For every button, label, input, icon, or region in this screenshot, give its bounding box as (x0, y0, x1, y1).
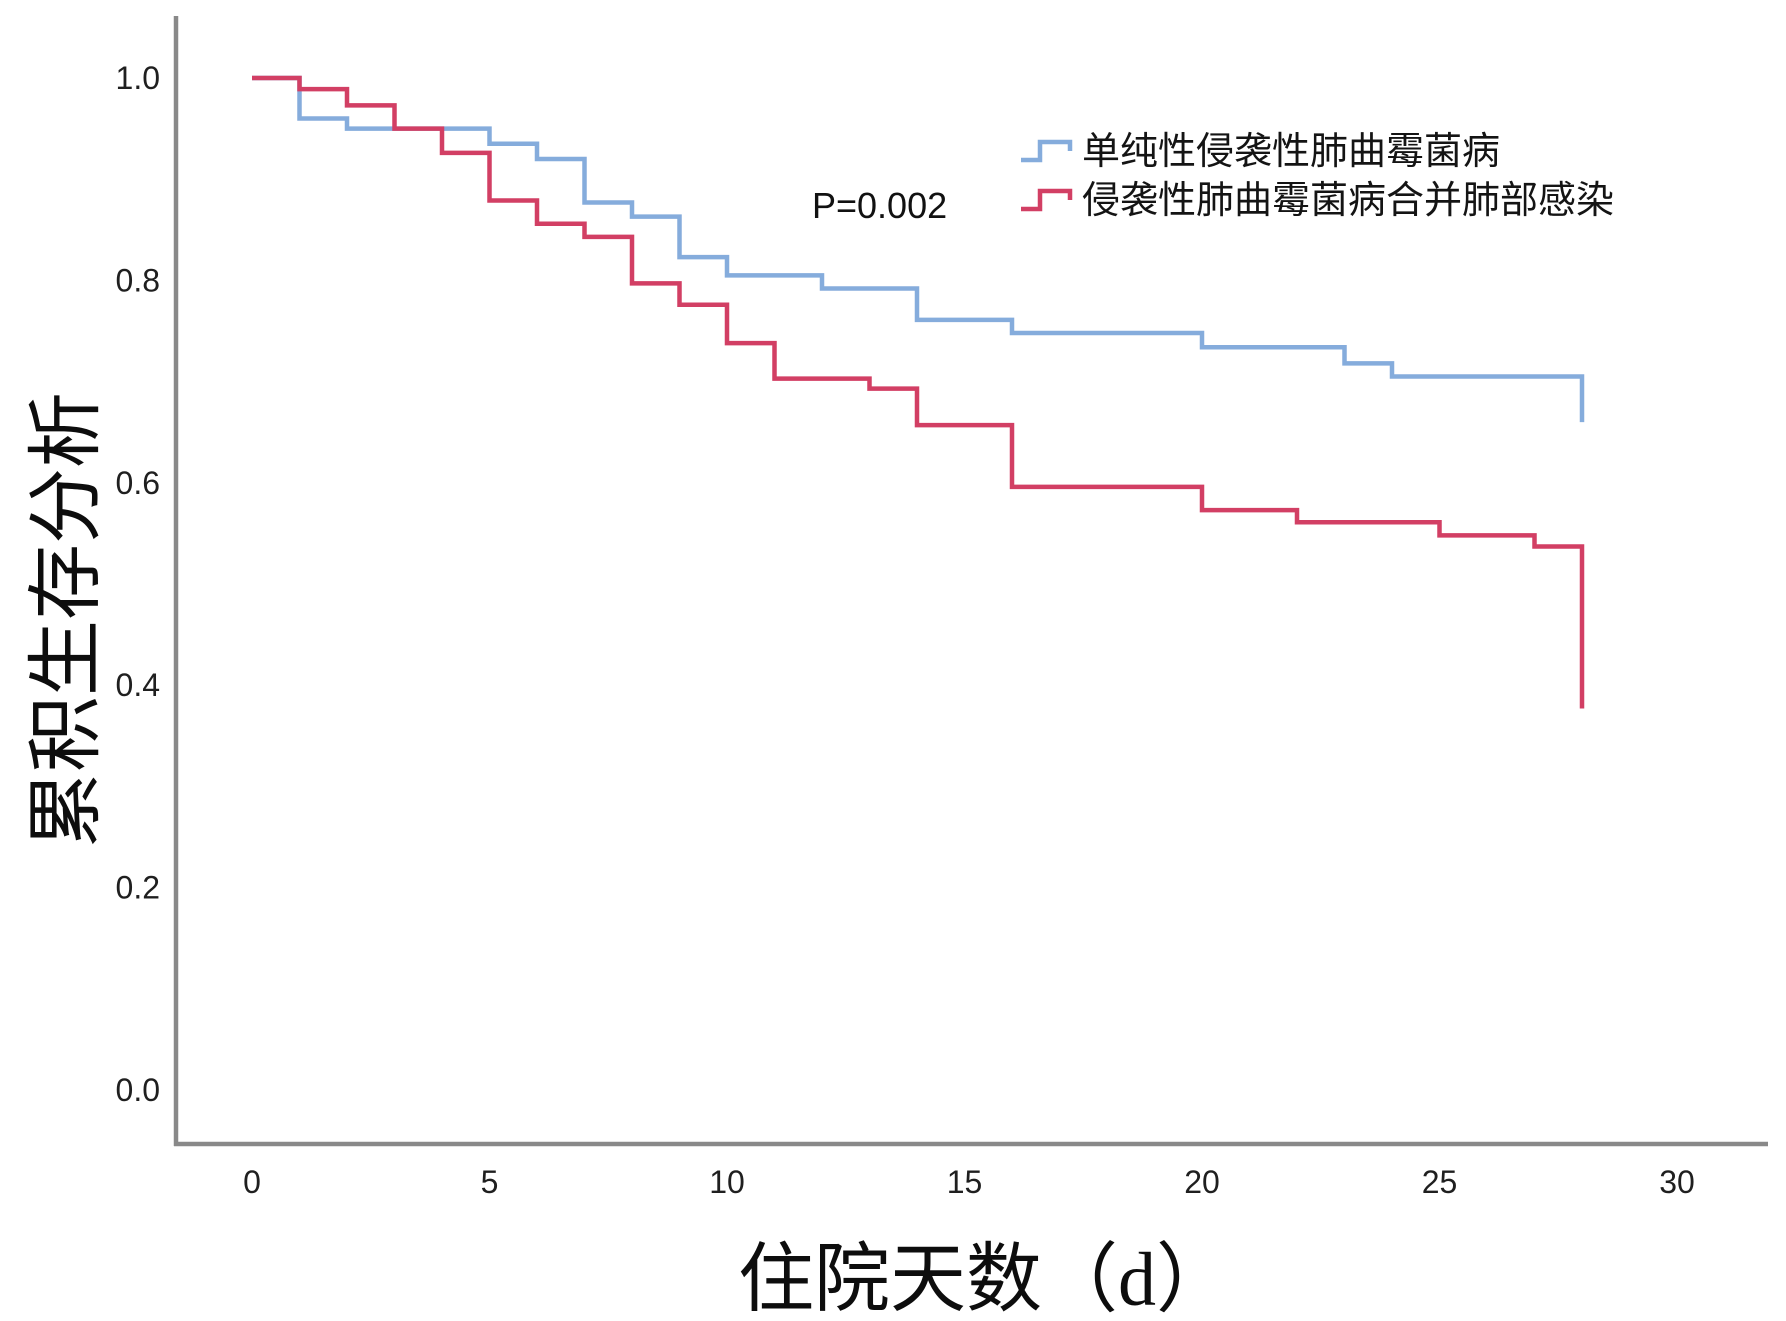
curve-simple-invasive-pulmonary-aspergillosis (252, 75, 1585, 423)
legend-item-blue: 单纯性侵袭性肺曲霉菌病 (1021, 131, 1500, 173)
x-axis-title: 住院天数（d） (738, 1238, 1232, 1321)
x-axis-ticks: 0 5 10 15 20 25 30 (243, 1164, 1695, 1200)
y-tick-label: 0.6 (116, 465, 160, 501)
x-tick-label: 10 (709, 1164, 745, 1200)
curve-aspergillosis-with-pulmonary-coinfection (252, 75, 1585, 709)
km-curves (252, 75, 1585, 709)
axes (173, 16, 1768, 1147)
legend: 单纯性侵袭性肺曲霉菌病 侵袭性肺曲霉菌病合并肺部感染 (1021, 131, 1614, 222)
legend-item-red: 侵袭性肺曲霉菌病合并肺部感染 (1021, 180, 1614, 222)
x-tick-label: 30 (1659, 1164, 1695, 1200)
y-tick-label: 0.4 (116, 667, 160, 703)
legend-label-blue: 单纯性侵袭性肺曲霉菌病 (1082, 131, 1500, 173)
legend-swatch-red-step-icon (1021, 188, 1073, 212)
x-tick-label: 0 (243, 1164, 261, 1200)
y-tick-label: 1.0 (116, 60, 160, 96)
x-tick-label: 25 (1422, 1164, 1458, 1200)
y-tick-label: 0.8 (116, 262, 160, 298)
y-tick-label: 0.0 (116, 1072, 160, 1108)
x-tick-label: 20 (1184, 1164, 1220, 1200)
y-tick-label: 0.2 (116, 870, 160, 906)
y-axis-ticks: 0.0 0.2 0.4 0.6 0.8 1.0 (116, 60, 160, 1108)
x-tick-label: 15 (947, 1164, 983, 1200)
legend-swatch-blue-step-icon (1021, 139, 1073, 163)
y-axis-title: 累积生存分析 (25, 392, 109, 848)
legend-label-red: 侵袭性肺曲霉菌病合并肺部感染 (1082, 180, 1614, 222)
x-tick-label: 5 (481, 1164, 499, 1200)
p-value-annotation: P=0.002 (812, 185, 947, 226)
